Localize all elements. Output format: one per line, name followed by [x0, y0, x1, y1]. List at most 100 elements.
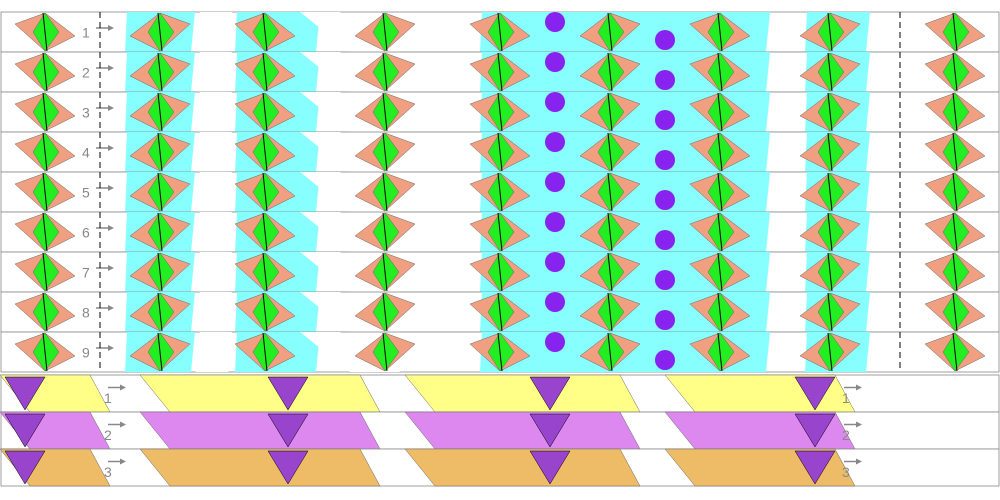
fold-line — [827, 252, 833, 292]
fold-line — [42, 332, 48, 372]
green-diamond — [707, 212, 735, 252]
green-diamond — [597, 292, 625, 332]
white-gap — [196, 52, 232, 92]
green-diamond — [487, 332, 515, 372]
purple-dot — [545, 12, 565, 32]
green-diamond — [252, 332, 280, 372]
green-diamond — [817, 332, 845, 372]
arrow-head — [120, 384, 126, 391]
purple-triangle — [529, 450, 571, 485]
white-gap — [196, 332, 232, 372]
fold-line — [262, 252, 268, 292]
fold-line — [952, 52, 958, 92]
green-diamond — [372, 332, 400, 372]
arrow-head — [108, 345, 114, 351]
band — [404, 448, 641, 487]
strip-number: 2 — [104, 427, 112, 443]
green-diamond — [32, 292, 60, 332]
fold-line — [42, 132, 48, 172]
purple-triangle — [267, 413, 309, 448]
fold-line — [607, 12, 613, 52]
fold-line — [382, 172, 388, 212]
fold-line — [717, 172, 723, 212]
strip-number: 3 — [104, 464, 112, 480]
green-diamond — [817, 132, 845, 172]
green-diamond — [707, 332, 735, 372]
purple-triangle — [794, 413, 836, 448]
green-diamond — [32, 12, 60, 52]
arrow-head — [856, 421, 862, 428]
green-diamond — [707, 12, 735, 52]
green-diamond — [942, 12, 970, 52]
fold-line — [262, 52, 268, 92]
green-diamond — [817, 292, 845, 332]
fold-line — [262, 332, 268, 372]
green-diamond — [147, 172, 175, 212]
green-diamond — [942, 172, 970, 212]
purple-dot — [655, 30, 675, 50]
fold-line — [607, 252, 613, 292]
green-diamond — [942, 132, 970, 172]
fold-line — [827, 52, 833, 92]
arrow-head — [120, 458, 126, 465]
purple-dot — [545, 292, 565, 312]
green-diamond — [597, 212, 625, 252]
fold-line — [157, 92, 163, 132]
arrow-head — [108, 105, 114, 111]
green-diamond — [942, 332, 970, 372]
green-diamond — [487, 92, 515, 132]
fold-line — [382, 12, 388, 52]
fold-line — [827, 292, 833, 332]
purple-dot — [545, 132, 565, 152]
fold-line — [382, 212, 388, 252]
fold-line — [717, 92, 723, 132]
purple-triangle — [794, 450, 836, 485]
purple-triangle — [529, 413, 571, 448]
fold-line — [157, 12, 163, 52]
fold-line — [42, 292, 48, 332]
arrow-head — [108, 305, 114, 311]
fold-line — [952, 252, 958, 292]
fold-line — [382, 292, 388, 332]
fold-line — [157, 332, 163, 372]
fold-line — [42, 212, 48, 252]
fold-line — [607, 132, 613, 172]
green-diamond — [147, 332, 175, 372]
green-diamond — [597, 52, 625, 92]
fold-line — [42, 172, 48, 212]
purple-dot — [545, 212, 565, 232]
green-diamond — [32, 52, 60, 92]
purple-dot — [545, 252, 565, 272]
purple-dot — [545, 52, 565, 72]
green-diamond — [487, 12, 515, 52]
green-diamond — [32, 212, 60, 252]
green-diamond — [372, 52, 400, 92]
strip-number: 8 — [82, 305, 90, 321]
green-diamond — [147, 292, 175, 332]
purple-dot — [545, 172, 565, 192]
fold-line — [717, 212, 723, 252]
band — [139, 374, 381, 413]
fold-line — [157, 52, 163, 92]
green-diamond — [252, 132, 280, 172]
arrow-head — [120, 421, 126, 428]
strip-number: 4 — [82, 145, 90, 161]
purple-dot — [655, 230, 675, 250]
green-diamond — [707, 292, 735, 332]
green-diamond — [32, 132, 60, 172]
fold-line — [497, 52, 503, 92]
fold-line — [497, 212, 503, 252]
green-diamond — [707, 132, 735, 172]
green-diamond — [32, 332, 60, 372]
fold-line — [42, 12, 48, 52]
strip-number: 1 — [842, 390, 850, 406]
fold-line — [827, 92, 833, 132]
green-diamond — [372, 212, 400, 252]
arrow-head — [856, 458, 862, 465]
green-diamond — [597, 252, 625, 292]
fold-line — [157, 212, 163, 252]
fold-line — [827, 212, 833, 252]
green-diamond — [707, 172, 735, 212]
strip-number: 2 — [82, 65, 90, 81]
fold-line — [262, 292, 268, 332]
